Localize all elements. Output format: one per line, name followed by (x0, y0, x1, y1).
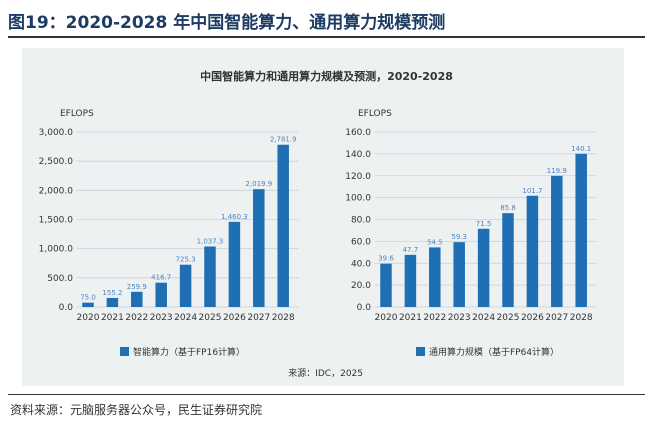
right-y-tick-label: 140.0 (345, 150, 371, 160)
chart-title: 中国智能算力和通用算力规模及预测，2020-2028 (200, 70, 453, 83)
left-y-tick-label: 1,500.0 (39, 216, 74, 226)
right-bar (404, 254, 417, 307)
right-value-label: 59.3 (451, 233, 467, 241)
left-value-label: 2,781.9 (270, 136, 297, 144)
left-bar (253, 189, 265, 307)
right-bar (429, 247, 441, 307)
left-value-label: 416.7 (151, 274, 171, 282)
left-x-tick-label: 2021 (101, 313, 124, 323)
left-y-tick-label: 3,000.0 (39, 128, 74, 138)
left-y-tick-label: 2,500.0 (39, 157, 74, 167)
left-y-tick-label: 500.0 (47, 274, 73, 284)
right-y-tick-label: 60.0 (351, 237, 371, 247)
left-value-label: 1,460.3 (221, 213, 248, 221)
right-x-tick-label: 2023 (448, 313, 471, 323)
figure-source: 资料来源：元脑服务器公众号，民生证券研究院 (10, 403, 263, 417)
left-x-tick-label: 2022 (125, 313, 148, 323)
right-x-tick-label: 2022 (423, 313, 446, 323)
right-value-label: 101.7 (522, 187, 542, 195)
left-x-tick-label: 2020 (77, 313, 100, 323)
left-x-tick-label: 2026 (223, 313, 246, 323)
right-x-tick-label: 2027 (545, 313, 568, 323)
right-x-tick-label: 2021 (399, 313, 422, 323)
right-bar (526, 195, 539, 307)
right-unit-label: EFLOPS (358, 109, 392, 119)
right-value-label: 47.7 (403, 246, 419, 254)
right-y-tick-label: 80.0 (351, 216, 371, 226)
right-x-tick-label: 2028 (570, 313, 593, 323)
left-x-tick-label: 2028 (272, 313, 295, 323)
right-x-tick-label: 2024 (472, 313, 495, 323)
left-y-tick-label: 1,000.0 (39, 245, 74, 255)
legend-swatch-right (416, 347, 425, 356)
legend-left: 智能算力（基于FP16计算） (120, 345, 245, 358)
right-y-tick-label: 160.0 (345, 128, 371, 138)
left-y-tick-label: 0.0 (59, 303, 74, 313)
left-value-label: 75.0 (80, 294, 96, 302)
top-rule (8, 36, 645, 38)
left-value-label: 2,019.9 (245, 180, 272, 188)
right-x-tick-label: 2025 (497, 313, 520, 323)
left-x-tick-label: 2023 (150, 313, 173, 323)
right-bar (380, 263, 392, 307)
left-bar (106, 297, 119, 307)
left-bar (82, 302, 94, 307)
legend-swatch-left (120, 347, 129, 356)
right-bar (502, 213, 514, 307)
legend-right: 通用算力规模（基于FP64计算） (416, 345, 559, 358)
right-value-label: 71.5 (476, 220, 492, 228)
left-bar (179, 264, 192, 307)
left-bar (277, 144, 289, 307)
right-bar (453, 242, 465, 307)
left-bar (204, 246, 216, 307)
right-bar (575, 153, 587, 307)
right-y-tick-label: 0.0 (357, 303, 372, 313)
left-value-label: 155.2 (102, 289, 122, 297)
chart-panel (22, 48, 624, 386)
figure-title: 图19：2020-2028 年中国智能算力、通用算力规模预测 (8, 13, 446, 33)
chart-area: EFLOPS 0.0 500.0 1,000.0 1,500.0 2,000.0 2,500… (39, 109, 597, 323)
left-bar (228, 221, 241, 307)
left-value-label: 259.9 (127, 283, 147, 291)
right-y-tick-label: 100.0 (345, 194, 371, 204)
left-y-tick-label: 2,000.0 (39, 186, 74, 196)
left-bar (131, 291, 143, 307)
right-bar (551, 175, 563, 307)
legend-label-right: 通用算力规模（基于FP64计算） (429, 348, 560, 358)
left-x-tick-label: 2025 (199, 313, 222, 323)
left-unit-label: EFLOPS (60, 109, 94, 119)
left-x-tick-label: 2027 (247, 313, 270, 323)
right-value-label: 119.9 (547, 167, 567, 175)
right-value-label: 54.5 (427, 238, 443, 246)
left-x-tick-label: 2024 (174, 313, 197, 323)
right-value-label: 39.6 (378, 255, 394, 263)
left-value-label: 725.3 (176, 256, 196, 264)
chart-source: 来源：IDC，2025 (288, 369, 363, 379)
right-y-tick-label: 120.0 (345, 172, 371, 182)
right-x-tick-label: 2020 (375, 313, 398, 323)
right-y-tick-label: 20.0 (351, 281, 371, 291)
left-value-label: 1,037.3 (197, 237, 224, 245)
left-bar (155, 282, 167, 307)
legend-label-left: 智能算力（基于FP16计算） (133, 348, 246, 358)
right-bar (477, 228, 490, 307)
right-x-tick-label: 2026 (521, 313, 544, 323)
right-value-label: 85.8 (500, 204, 516, 212)
bottom-rule (8, 394, 645, 395)
right-value-label: 140.1 (571, 145, 591, 153)
right-y-tick-label: 40.0 (351, 259, 371, 269)
